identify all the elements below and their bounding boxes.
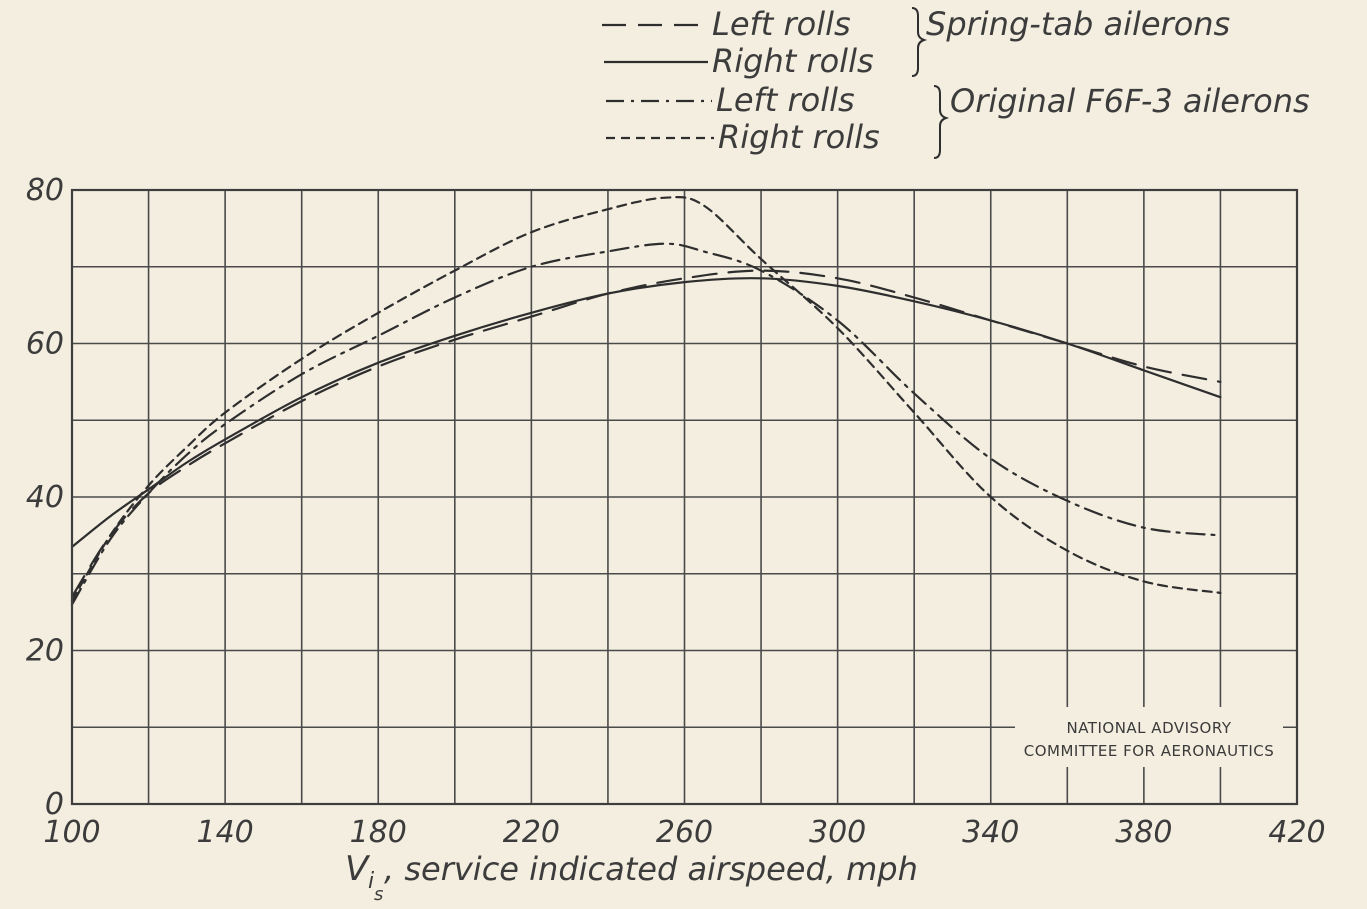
legend: Left rolls Right rolls Left rolls Right … — [602, 5, 1310, 159]
series-layer — [70, 196, 1222, 606]
legend-entry-spring-right: Right rolls — [604, 42, 874, 80]
x-tick-label: 220 — [503, 815, 560, 850]
legend-label: Right rolls — [718, 118, 880, 156]
x-tick-label: 100 — [43, 815, 100, 850]
series-original-left-rolls — [70, 242, 1222, 606]
legend-label: Left rolls — [716, 81, 855, 119]
y-tick-label: 40 — [26, 480, 64, 515]
legend-bracket — [933, 85, 950, 159]
legend-label: Left rolls — [712, 5, 851, 43]
annotation-line-1: NATIONAL ADVISORY — [1066, 719, 1231, 737]
x-axis-label-subsubscript: s — [374, 884, 383, 905]
x-tick-labels: 100 140 180 220 260 300 340 380 420 — [43, 815, 1325, 850]
legend-entry-spring-left: Left rolls — [602, 5, 851, 43]
naca-annotation: NATIONAL ADVISORY COMMITTEE FOR AERONAUT… — [1015, 707, 1283, 767]
grid — [72, 190, 1297, 804]
legend-group-spring-tab: Spring-tab ailerons — [926, 5, 1230, 43]
x-tick-label: 140 — [196, 815, 253, 850]
x-axis-label-symbol: V — [345, 849, 371, 889]
x-tick-label: 380 — [1115, 815, 1172, 850]
x-tick-label: 260 — [656, 815, 713, 850]
y-tick-labels: 0 20 40 60 80 — [26, 173, 64, 822]
x-tick-label: 180 — [350, 815, 407, 850]
x-axis-label: V i s , service indicated airspeed, mph — [345, 849, 918, 905]
legend-label: Right rolls — [712, 42, 874, 80]
legend-entry-original-left: Left rolls — [606, 81, 855, 119]
x-axis-label-text: , service indicated airspeed, mph — [384, 850, 918, 888]
y-tick-label: 80 — [26, 173, 64, 208]
series-spring-tab-left-rolls — [70, 269, 1222, 598]
legend-entry-original-right: Right rolls — [606, 118, 880, 156]
x-tick-label: 420 — [1268, 815, 1325, 850]
legend-bracket — [911, 7, 928, 77]
y-tick-label: 60 — [26, 327, 64, 362]
x-tick-label: 300 — [809, 815, 866, 850]
x-axis-label-subscript: i — [368, 869, 374, 894]
annotation-backdrop — [1015, 707, 1283, 767]
x-tick-label: 340 — [962, 815, 1019, 850]
series-original-right-rolls — [70, 196, 1222, 602]
legend-group-original: Original F6F-3 ailerons — [950, 82, 1310, 120]
y-tick-label: 0 — [45, 787, 64, 822]
annotation-line-2: COMMITTEE FOR AERONAUTICS — [1024, 742, 1275, 760]
series-spring-tab-right-rolls — [70, 277, 1222, 548]
y-tick-label: 20 — [26, 634, 64, 669]
plot-frame — [70, 188, 1299, 806]
